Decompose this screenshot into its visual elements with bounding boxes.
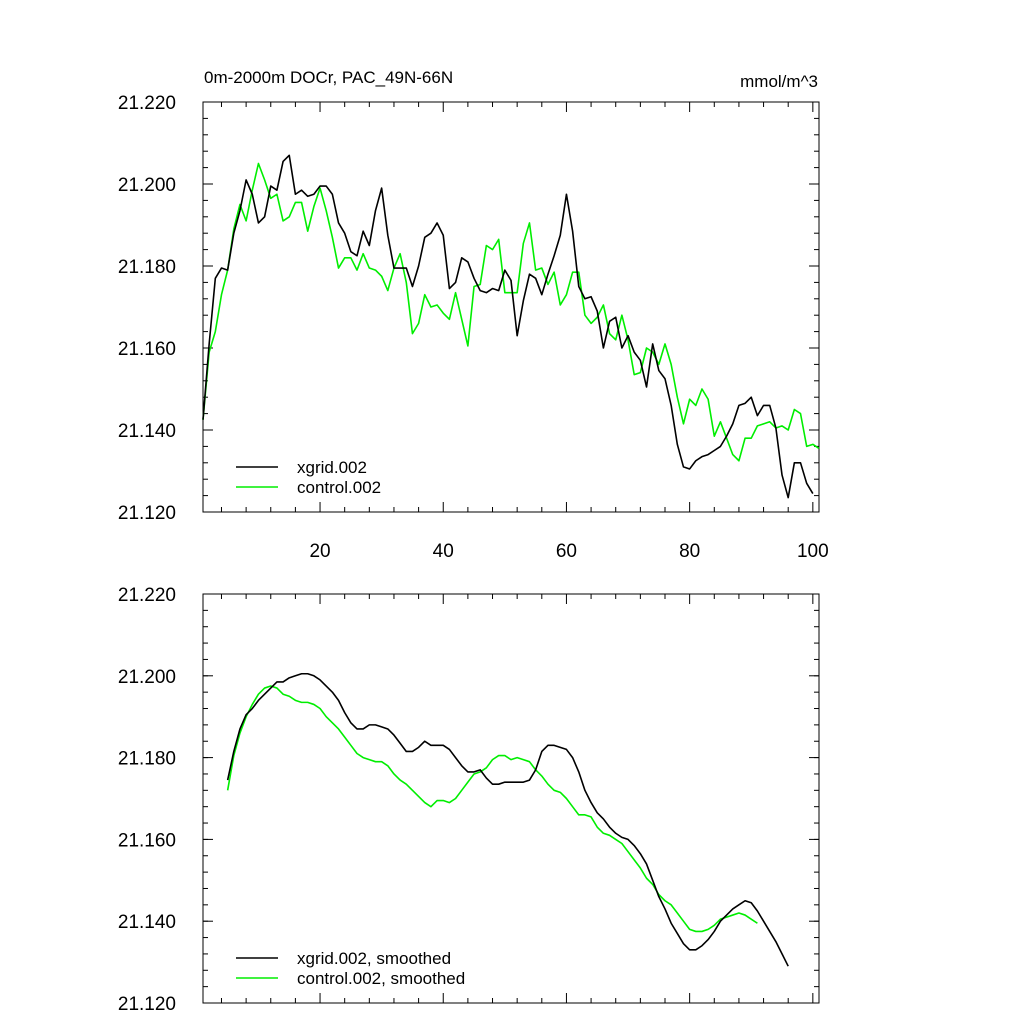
x-tick-label: 60 bbox=[556, 541, 577, 562]
y-tick-label: 21.220 bbox=[118, 585, 176, 606]
chart-title: 0m-2000m DOCr, PAC_49N-66N bbox=[204, 68, 453, 87]
y-tick-label: 21.200 bbox=[118, 175, 176, 196]
units-label: mmol/m^3 bbox=[740, 72, 818, 91]
series-line-xgrid bbox=[202, 154, 814, 499]
y-tick-label: 21.180 bbox=[118, 257, 176, 278]
y-tick-label: 21.140 bbox=[118, 421, 176, 442]
legend-label: control.002 bbox=[297, 478, 381, 497]
x-tick-label: 80 bbox=[679, 541, 700, 562]
legend-label: xgrid.002 bbox=[297, 458, 367, 477]
bottom-panel: 21.220 21.200 21.180 21.160 21.140 21.120 xgri… bbox=[118, 585, 820, 1015]
legend-label: xgrid.002, smoothed bbox=[297, 949, 451, 968]
x-tick-label: 20 bbox=[309, 541, 330, 562]
top-panel: 0m-2000m DOCr, PAC_49N-66N mmol/m^3 21.2… bbox=[118, 68, 829, 562]
series-line-control bbox=[202, 162, 820, 462]
y-tick-label: 21.180 bbox=[118, 749, 176, 770]
y-tick-label: 21.160 bbox=[118, 830, 176, 851]
y-tick-label: 21.120 bbox=[118, 503, 176, 524]
y-tick-label: 21.160 bbox=[118, 339, 176, 360]
series-line-control bbox=[226, 685, 758, 933]
x-tick-label: 100 bbox=[797, 541, 829, 562]
y-tick-label: 21.220 bbox=[118, 93, 176, 114]
y-tick-label: 21.200 bbox=[118, 667, 176, 688]
y-tick-label: 21.140 bbox=[118, 912, 176, 933]
series-line-xgrid bbox=[226, 672, 789, 967]
y-tick-label: 21.120 bbox=[118, 994, 176, 1015]
legend-label: control.002, smoothed bbox=[297, 969, 465, 988]
x-tick-label: 40 bbox=[433, 541, 454, 562]
plot-frame bbox=[202, 101, 820, 513]
plot-frame bbox=[202, 593, 820, 1004]
